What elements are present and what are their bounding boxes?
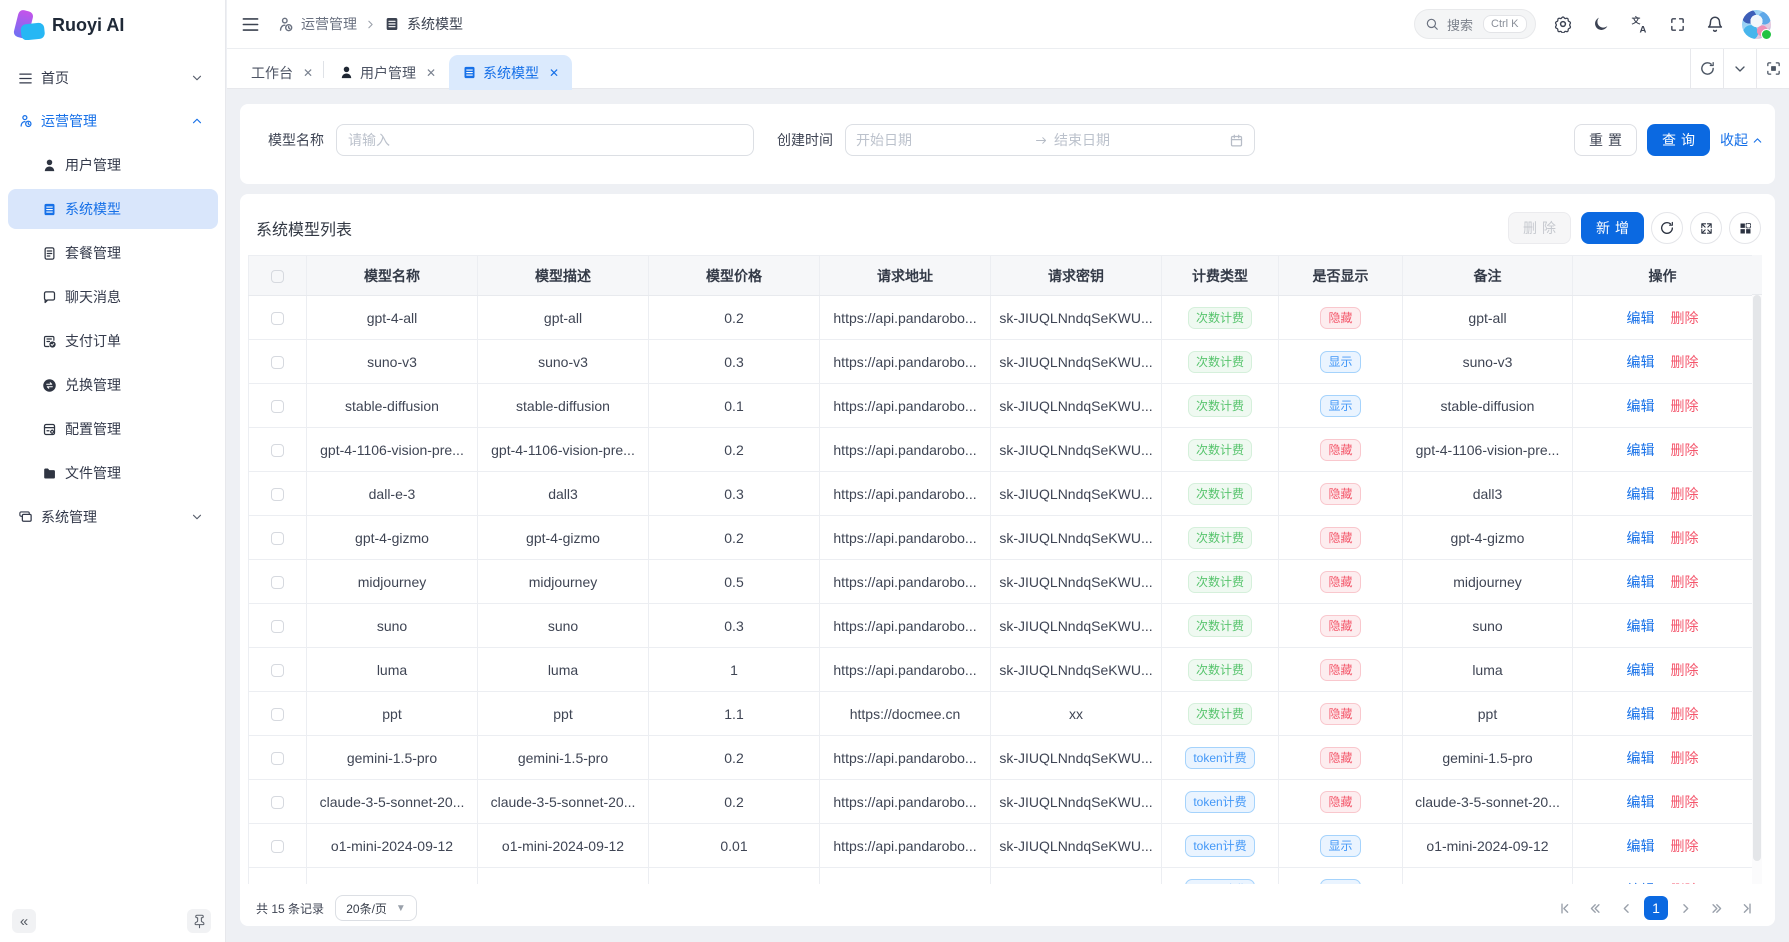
svg-text:文: 文	[1631, 15, 1640, 26]
svg-text:A: A	[1639, 24, 1646, 34]
